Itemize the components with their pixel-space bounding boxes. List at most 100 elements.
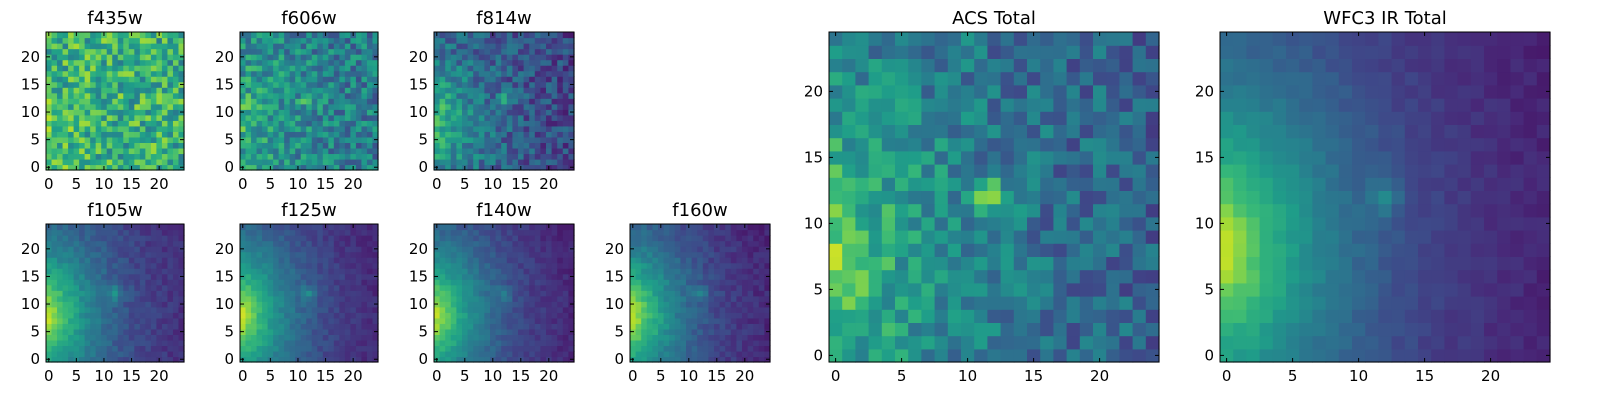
heatmap-cell <box>568 268 575 275</box>
heatmap-cell <box>456 48 463 55</box>
heatmap-cell <box>529 32 536 39</box>
heatmap-cell <box>663 323 670 330</box>
heatmap-cell <box>484 229 491 236</box>
heatmap-cell <box>473 32 480 39</box>
y-tick-label: 10 <box>605 295 624 313</box>
heatmap-cell <box>708 295 715 302</box>
heatmap-cell <box>557 48 564 55</box>
heatmap-cell <box>680 240 687 247</box>
heatmap-cell <box>112 312 119 319</box>
heatmap-cell <box>161 76 169 83</box>
heatmap-cell <box>289 87 296 94</box>
heatmap-cell <box>518 240 525 247</box>
heatmap-cell <box>1079 282 1094 297</box>
heatmap-cell <box>462 92 469 99</box>
heatmap-cell <box>680 345 687 352</box>
heatmap-cell <box>1053 256 1068 271</box>
heatmap-cell <box>736 268 743 275</box>
heatmap-cell <box>512 334 519 341</box>
heatmap-cell <box>551 98 558 105</box>
heatmap-cell <box>540 279 547 286</box>
heatmap-cell <box>551 339 558 347</box>
heatmap-cell <box>523 158 530 166</box>
heatmap-cell <box>361 114 368 121</box>
heatmap-cell <box>518 257 525 264</box>
heatmap-cell <box>106 81 113 88</box>
heatmap-cell <box>961 335 975 350</box>
heatmap-cell <box>501 131 508 138</box>
heatmap-cell <box>501 284 508 291</box>
heatmap-cell <box>478 323 485 330</box>
heatmap-cell <box>311 153 318 160</box>
heatmap-cell <box>523 32 530 39</box>
heatmap-cell <box>557 251 564 258</box>
heatmap-cell <box>736 339 743 347</box>
heatmap-cell <box>551 273 558 280</box>
heatmap-cell <box>855 190 870 205</box>
heatmap-cell <box>908 282 922 297</box>
heatmap-cell <box>57 158 64 166</box>
heatmap-cell <box>484 87 491 94</box>
heatmap-cell <box>551 54 558 61</box>
heatmap-cell <box>829 256 843 271</box>
heatmap-cell <box>501 92 508 99</box>
heatmap-cell <box>473 290 480 297</box>
heatmap-cell <box>473 240 480 247</box>
heatmap-cell <box>73 279 80 286</box>
heatmap-cell <box>172 54 180 61</box>
heatmap-cell <box>546 81 553 88</box>
heatmap-cell <box>84 334 91 341</box>
heatmap-cell <box>289 65 296 72</box>
heatmap-cell <box>328 356 335 363</box>
heatmap-cell <box>445 131 452 138</box>
heatmap-cell <box>123 43 130 50</box>
heatmap-cell <box>84 114 91 121</box>
heatmap-cell <box>344 345 351 352</box>
heatmap-cell <box>172 229 180 236</box>
heatmap-cell <box>150 339 157 347</box>
heatmap-cell <box>540 114 547 121</box>
heatmap-cell <box>691 273 698 280</box>
heatmap-cell <box>328 328 335 335</box>
heatmap-cell <box>167 92 174 99</box>
y-tick-label: 0 <box>614 350 624 368</box>
heatmap-cell <box>84 328 91 335</box>
heatmap-cell <box>256 48 263 55</box>
heatmap-cell <box>842 216 856 231</box>
heatmap-cell <box>702 334 709 341</box>
heatmap-cell <box>855 282 870 297</box>
heatmap-cell <box>267 246 274 253</box>
heatmap-cell <box>317 54 324 61</box>
heatmap-cell <box>278 339 285 347</box>
heatmap-cell <box>156 345 163 352</box>
heatmap-cell <box>714 290 721 297</box>
heatmap-cell <box>512 37 519 44</box>
heatmap-cell <box>697 273 704 280</box>
heatmap-cell <box>134 125 141 132</box>
heatmap-cell <box>51 70 58 77</box>
heatmap-cell <box>868 309 883 323</box>
heatmap-cell <box>523 339 530 347</box>
heatmap-cell <box>123 92 130 99</box>
heatmap-cell <box>467 153 474 160</box>
heatmap-cell <box>84 87 91 94</box>
heatmap-cell <box>529 92 536 99</box>
heatmap-cell <box>490 334 497 341</box>
heatmap-cell <box>372 279 379 286</box>
heatmap-cell <box>344 295 351 302</box>
heatmap-cell <box>306 273 313 280</box>
heatmap-cell <box>473 328 480 335</box>
heatmap-cell <box>691 284 698 291</box>
heatmap-cell <box>1132 309 1147 323</box>
heatmap-cell <box>328 114 335 121</box>
heatmap-cell <box>90 290 97 297</box>
heatmap-cell <box>473 136 480 143</box>
heatmap-cell <box>663 279 670 286</box>
heatmap-cell <box>1093 256 1107 271</box>
heatmap-cell <box>742 323 749 330</box>
heatmap-cell <box>167 334 174 341</box>
heatmap-cell <box>317 323 324 330</box>
heatmap-cell <box>355 158 363 166</box>
heatmap-cell <box>551 290 558 297</box>
heatmap-cell <box>156 136 163 143</box>
